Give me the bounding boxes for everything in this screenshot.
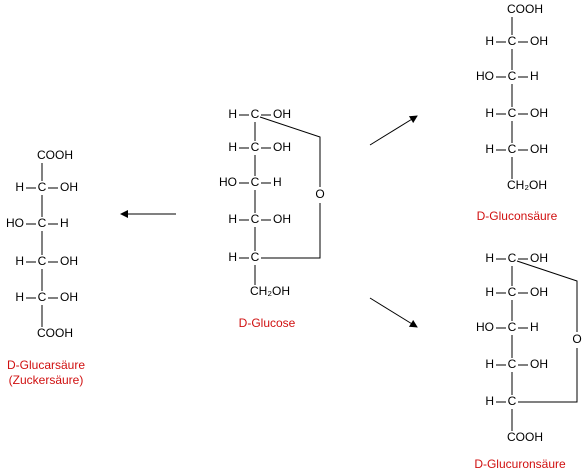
arrow — [369, 115, 418, 146]
atom-label: H — [228, 140, 237, 154]
compound-name: D-Glucuronsäure — [474, 457, 566, 471]
atom-label: OH — [530, 106, 548, 120]
compound-name: D-Glucose — [239, 316, 296, 330]
ring-bond — [516, 260, 578, 332]
atom-label: C — [251, 175, 260, 189]
atom-label: OH — [530, 34, 548, 48]
atom-label: C — [508, 142, 517, 156]
atom-label: C — [508, 357, 517, 371]
atom-label: C — [508, 69, 517, 83]
atom-label: H — [485, 106, 494, 120]
group-label: CH₂OH — [250, 284, 290, 298]
atom-label: OH — [60, 254, 78, 268]
atom-label: C — [508, 106, 517, 120]
atom-label: C — [38, 216, 47, 230]
compound-name: (Zuckersäure) — [9, 373, 84, 387]
atom-label: H — [228, 212, 237, 226]
atom-label: OH — [273, 140, 291, 154]
ring-bond — [259, 116, 321, 187]
ring-bond — [518, 348, 578, 403]
atom-label: OH — [273, 212, 291, 226]
arrow — [369, 297, 418, 328]
atom-label: H — [485, 34, 494, 48]
ring-oxygen: O — [315, 187, 324, 201]
atom-label: H — [15, 254, 24, 268]
atom-label: HO — [476, 69, 494, 83]
atom-label: OH — [530, 251, 548, 265]
compound-name: D-Glucarsäure — [7, 358, 85, 372]
atom-label: OH — [530, 285, 548, 299]
atom-label: OH — [530, 357, 548, 371]
atom-label: HO — [219, 175, 237, 189]
atom-label: H — [228, 250, 237, 264]
atom-label: C — [38, 254, 47, 268]
atom-label: OH — [60, 180, 78, 194]
atom-label: H — [485, 357, 494, 371]
atom-label: C — [251, 212, 260, 226]
atom-label: C — [251, 140, 260, 154]
atom-label: OH — [60, 290, 78, 304]
atom-label: OH — [273, 107, 291, 121]
atom-label: H — [485, 142, 494, 156]
atom-label: C — [38, 290, 47, 304]
atom-label: H — [530, 69, 539, 83]
atom-label: H — [485, 251, 494, 265]
atom-label: C — [508, 251, 517, 265]
atom-label: C — [38, 180, 47, 194]
atom-label: OH — [530, 142, 548, 156]
atom-label: H — [273, 175, 282, 189]
atom-label: H — [15, 180, 24, 194]
group-label: COOH — [507, 430, 543, 444]
atom-label: H — [15, 290, 24, 304]
atom-label: C — [508, 34, 517, 48]
atom-label: H — [530, 320, 539, 334]
atom-label: HO — [476, 320, 494, 334]
atom-label: H — [60, 216, 69, 230]
ring-bond — [261, 203, 321, 259]
ring-oxygen: O — [572, 332, 581, 346]
atom-label: C — [508, 394, 517, 408]
atom-label: H — [485, 285, 494, 299]
group-label: CH₂OH — [507, 178, 547, 192]
atom-label: C — [251, 107, 260, 121]
atom-label: HO — [6, 216, 24, 230]
atom-label: H — [485, 394, 494, 408]
atom-label: C — [508, 320, 517, 334]
atom-label: H — [228, 107, 237, 121]
atom-label: C — [251, 250, 260, 264]
group-label: COOH — [37, 326, 73, 340]
group-label: COOH — [37, 148, 73, 162]
group-label: COOH — [507, 2, 543, 16]
atom-label: C — [508, 285, 517, 299]
compound-name: D-Gluconsäure — [477, 209, 558, 223]
